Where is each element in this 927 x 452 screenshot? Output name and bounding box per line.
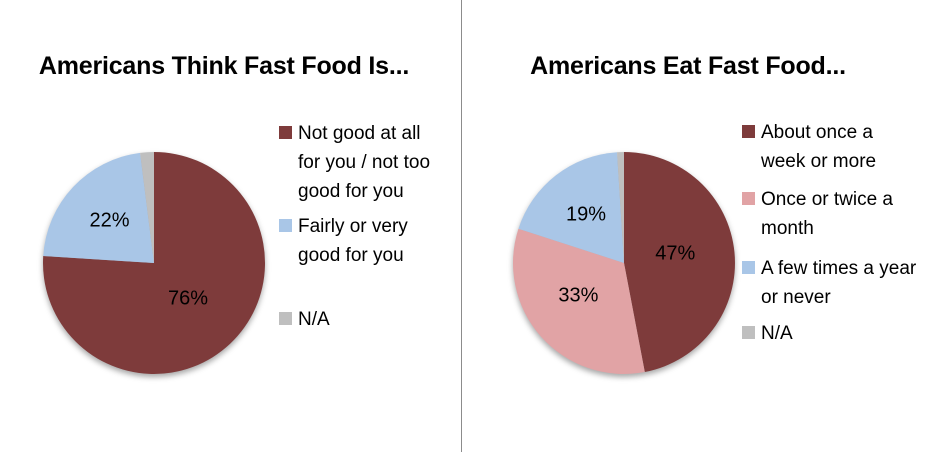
legend-color-swatch-icon (742, 261, 755, 274)
pie-data-label: 33% (558, 284, 599, 307)
legend-item: Fairly or very good for you (279, 212, 465, 270)
chart-title: Americans Think Fast Food Is... (38, 52, 410, 80)
legend-item: About once a week or more (742, 118, 927, 176)
pie-slice (43, 152, 266, 374)
legend-item: Once or twice a month (742, 185, 927, 243)
pie-data-label: 19% (565, 203, 606, 226)
pie-chart (512, 152, 735, 374)
legend-color-swatch-icon (742, 125, 755, 138)
legend-label: Not good at all for you / not too good for… (298, 123, 431, 202)
chart-legend: Not good at all for you / not too good for… (279, 0, 465, 452)
pie-chart (43, 152, 266, 374)
legend-label: A few times a year or never (761, 258, 917, 308)
legend-color-swatch-icon (742, 192, 755, 205)
legend-color-swatch-icon (742, 326, 755, 339)
pie-slice (140, 152, 154, 263)
pie-slice (512, 228, 645, 374)
legend-label: Once or twice a month (761, 189, 893, 239)
chart-panel-fast-food-opinion: Americans Think Fast Food Is... Not good… (0, 0, 462, 452)
pie-slice (43, 152, 154, 263)
pie-slice (624, 152, 735, 373)
legend-item: N/A (742, 319, 927, 348)
chart-title: Americans Eat Fast Food... (530, 52, 846, 80)
pie-data-label: 76% (167, 287, 208, 310)
legend-item: Not good at all for you / not too good for… (279, 119, 465, 206)
legend-label: About once a week or more (761, 122, 877, 172)
legend-item: A few times a year or never (742, 254, 927, 312)
legend-label: Fairly or very good for you (298, 216, 408, 266)
legend-color-swatch-icon (279, 219, 292, 232)
legend-item: N/A (279, 305, 465, 334)
pie-slice (518, 152, 624, 263)
legend-color-swatch-icon (279, 312, 292, 325)
legend-label: N/A (761, 323, 793, 344)
panel-divider-line (461, 0, 462, 452)
pie-data-label: 47% (655, 242, 696, 265)
legend-label: N/A (298, 309, 330, 330)
pie-data-label: 22% (89, 209, 130, 232)
legend-color-swatch-icon (279, 126, 292, 139)
pie-slice (617, 152, 624, 263)
